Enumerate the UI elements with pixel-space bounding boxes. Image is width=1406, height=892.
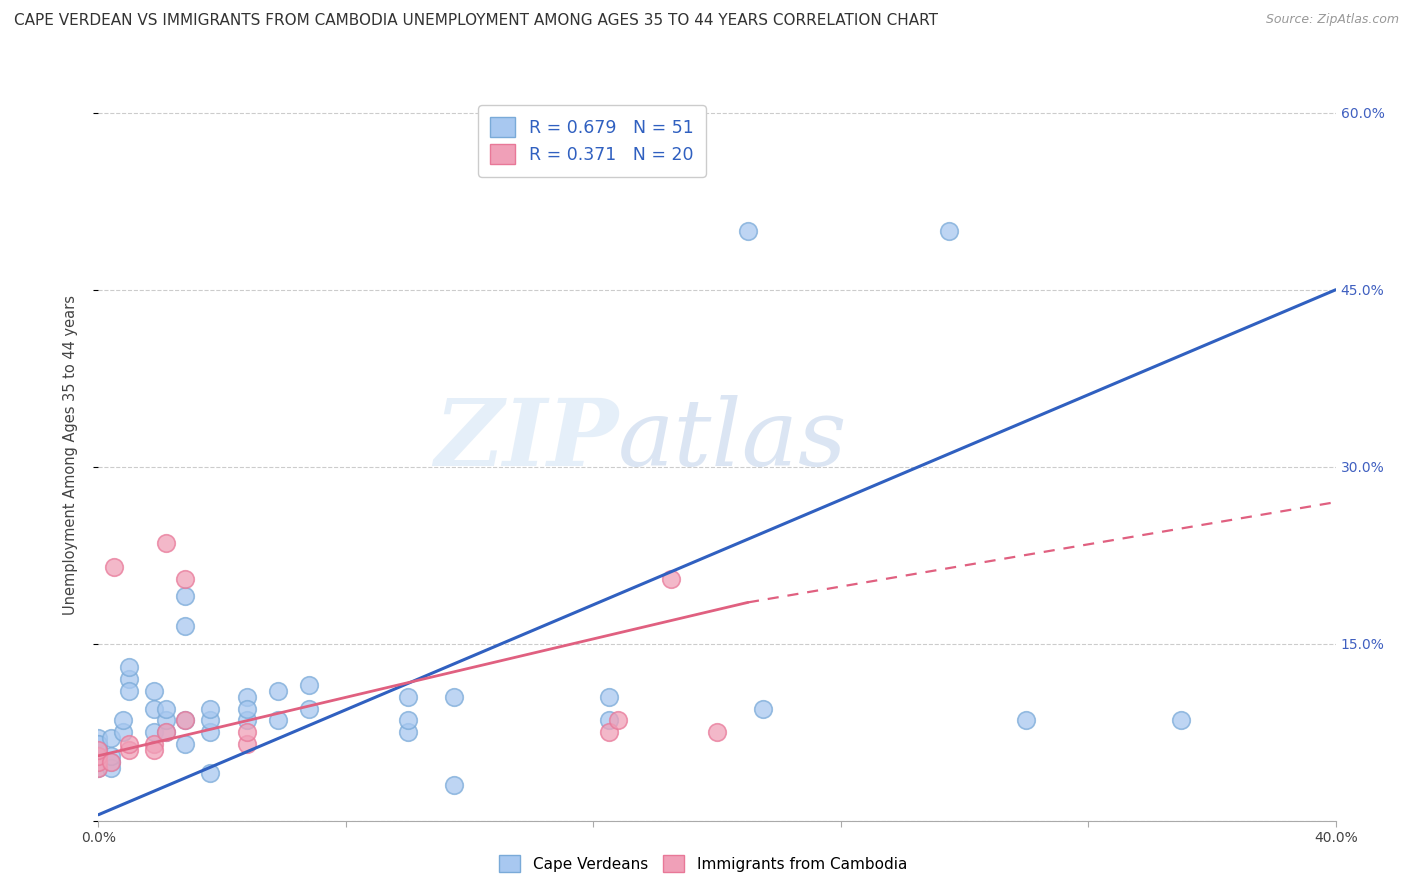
Point xyxy=(1170,714,1192,728)
Point xyxy=(298,701,321,715)
Point xyxy=(118,660,141,674)
Point xyxy=(396,725,419,739)
Point xyxy=(87,748,110,763)
Legend: Cape Verdeans, Immigrants from Cambodia: Cape Verdeans, Immigrants from Cambodia xyxy=(491,847,915,880)
Point xyxy=(87,737,110,751)
Point xyxy=(938,224,960,238)
Point xyxy=(267,714,290,728)
Point xyxy=(236,737,259,751)
Point xyxy=(155,714,177,728)
Point xyxy=(87,731,110,745)
Text: CAPE VERDEAN VS IMMIGRANTS FROM CAMBODIA UNEMPLOYMENT AMONG AGES 35 TO 44 YEARS : CAPE VERDEAN VS IMMIGRANTS FROM CAMBODIA… xyxy=(14,13,938,29)
Point xyxy=(298,678,321,692)
Point xyxy=(118,743,141,757)
Point xyxy=(236,714,259,728)
Point xyxy=(100,731,122,745)
Point xyxy=(443,690,465,704)
Point xyxy=(267,684,290,698)
Point xyxy=(87,743,110,757)
Point xyxy=(155,536,177,550)
Point xyxy=(155,725,177,739)
Point xyxy=(706,725,728,739)
Point xyxy=(174,619,197,633)
Point xyxy=(143,743,166,757)
Point xyxy=(598,714,620,728)
Point xyxy=(607,714,630,728)
Point xyxy=(100,755,122,769)
Point xyxy=(87,748,110,763)
Point xyxy=(118,684,141,698)
Point xyxy=(87,760,110,774)
Point xyxy=(87,755,110,769)
Point xyxy=(174,590,197,604)
Point xyxy=(112,714,135,728)
Point xyxy=(198,766,221,780)
Point xyxy=(174,714,197,728)
Point xyxy=(443,778,465,792)
Point xyxy=(598,725,620,739)
Point xyxy=(1015,714,1038,728)
Point xyxy=(87,755,110,769)
Point xyxy=(143,684,166,698)
Point xyxy=(118,737,141,751)
Point xyxy=(396,714,419,728)
Point xyxy=(100,748,122,763)
Point xyxy=(112,725,135,739)
Point xyxy=(659,572,682,586)
Text: atlas: atlas xyxy=(619,395,848,485)
Point xyxy=(198,701,221,715)
Point xyxy=(155,701,177,715)
Point xyxy=(87,760,110,774)
Point xyxy=(737,224,759,238)
Point xyxy=(236,725,259,739)
Point xyxy=(100,760,122,774)
Text: Source: ZipAtlas.com: Source: ZipAtlas.com xyxy=(1265,13,1399,27)
Point xyxy=(87,737,110,751)
Point xyxy=(236,690,259,704)
Legend: R = 0.679   N = 51, R = 0.371   N = 20: R = 0.679 N = 51, R = 0.371 N = 20 xyxy=(478,105,706,177)
Text: ZIP: ZIP xyxy=(434,395,619,485)
Point xyxy=(143,701,166,715)
Point xyxy=(236,701,259,715)
Point xyxy=(174,572,197,586)
Point xyxy=(143,737,166,751)
Point xyxy=(752,701,775,715)
Point xyxy=(87,755,110,769)
Point xyxy=(598,690,620,704)
Point xyxy=(155,725,177,739)
Point xyxy=(100,755,122,769)
Point xyxy=(87,743,110,757)
Point xyxy=(174,737,197,751)
Point xyxy=(396,690,419,704)
Point xyxy=(103,560,125,574)
Point xyxy=(198,725,221,739)
Point xyxy=(87,748,110,763)
Point xyxy=(118,672,141,686)
Y-axis label: Unemployment Among Ages 35 to 44 years: Unemployment Among Ages 35 to 44 years xyxy=(63,295,77,615)
Point xyxy=(143,725,166,739)
Point xyxy=(198,714,221,728)
Point xyxy=(174,714,197,728)
